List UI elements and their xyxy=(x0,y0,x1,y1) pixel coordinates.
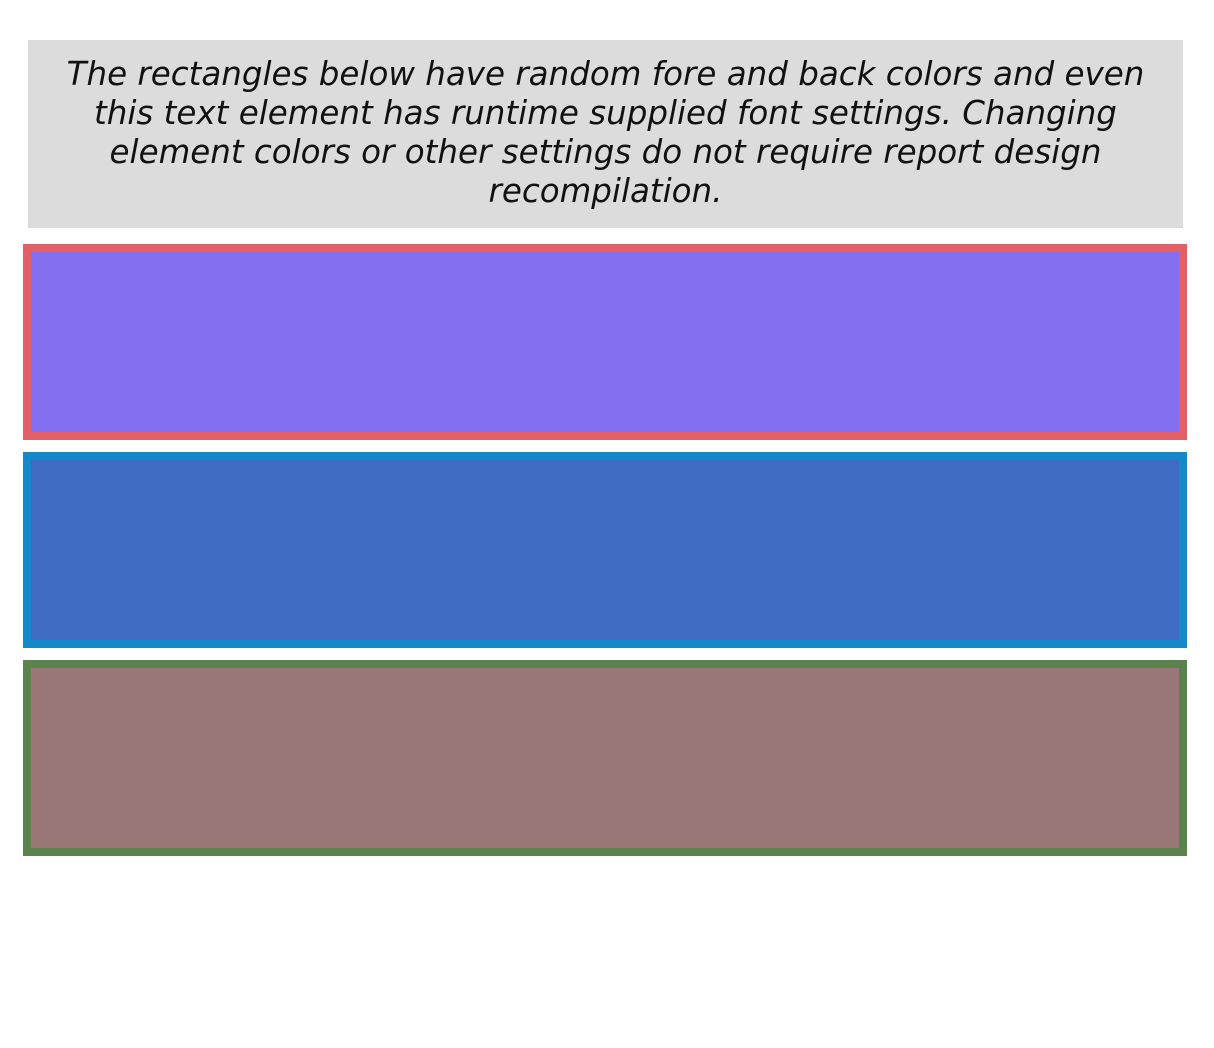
random-color-rectangle xyxy=(23,452,1187,648)
random-color-rectangle xyxy=(23,244,1187,440)
random-color-rectangle xyxy=(23,660,1187,856)
description-text: The rectangles below have random fore an… xyxy=(66,55,1145,210)
description-box: The rectangles below have random fore an… xyxy=(28,40,1183,228)
